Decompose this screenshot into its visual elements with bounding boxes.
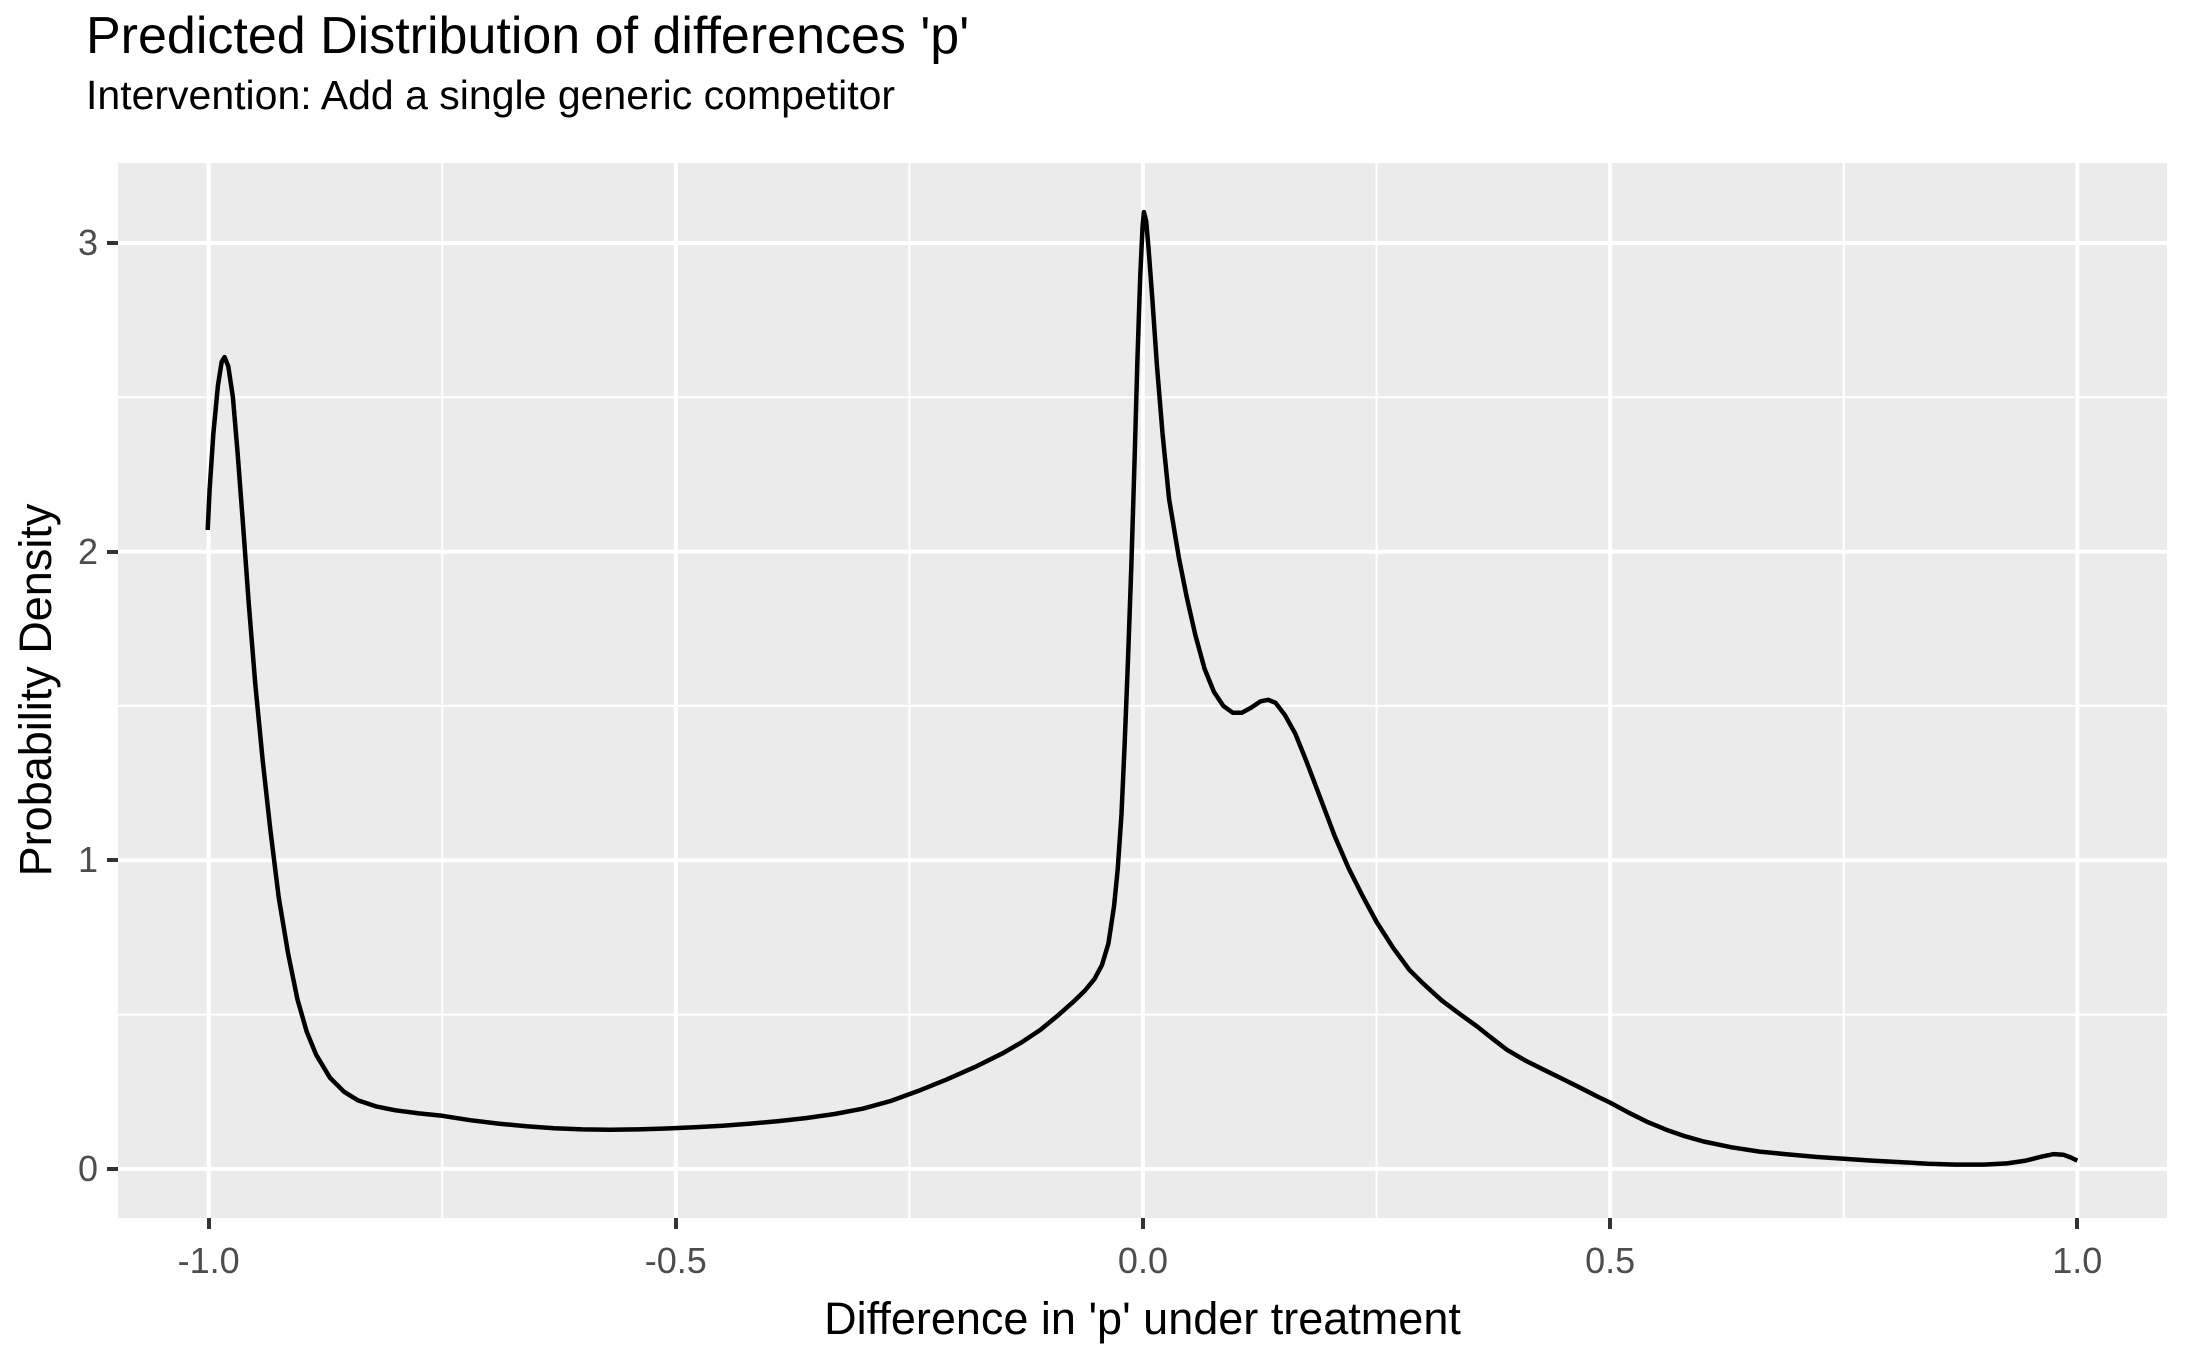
x-tick-label: -1.0 <box>177 1240 240 1281</box>
y-axis-title: Probability Density <box>10 503 61 877</box>
plot-panel <box>118 163 2167 1218</box>
x-tick-label: 0.5 <box>1585 1240 1636 1281</box>
y-tick-mark <box>107 240 118 245</box>
y-tick-label: 0 <box>77 1147 98 1189</box>
y-tick-mark <box>107 549 118 554</box>
chart-title: Predicted Distribution of differences 'p… <box>86 7 970 65</box>
x-tick-mark <box>206 1218 211 1229</box>
x-tick-label: -0.5 <box>644 1240 707 1281</box>
x-tick-mark <box>1140 1218 1145 1229</box>
y-tick-label: 3 <box>77 221 98 263</box>
x-tick-mark <box>2075 1218 2080 1229</box>
density-plot-svg <box>118 163 2167 1218</box>
x-axis-title: Difference in 'p' under treatment <box>824 1293 1461 1344</box>
x-tick-label: 0.0 <box>1117 1240 1168 1281</box>
x-tick-label: 1.0 <box>2052 1240 2103 1281</box>
chart-subtitle: Intervention: Add a single generic compe… <box>86 72 896 118</box>
x-tick-mark <box>673 1218 678 1229</box>
x-tick-mark <box>1608 1218 1613 1229</box>
density-curve <box>205 209 2079 1167</box>
y-tick-label: 2 <box>77 530 98 572</box>
y-tick-label: 1 <box>77 839 98 881</box>
y-tick-mark <box>107 1166 118 1171</box>
y-tick-mark <box>107 858 118 863</box>
